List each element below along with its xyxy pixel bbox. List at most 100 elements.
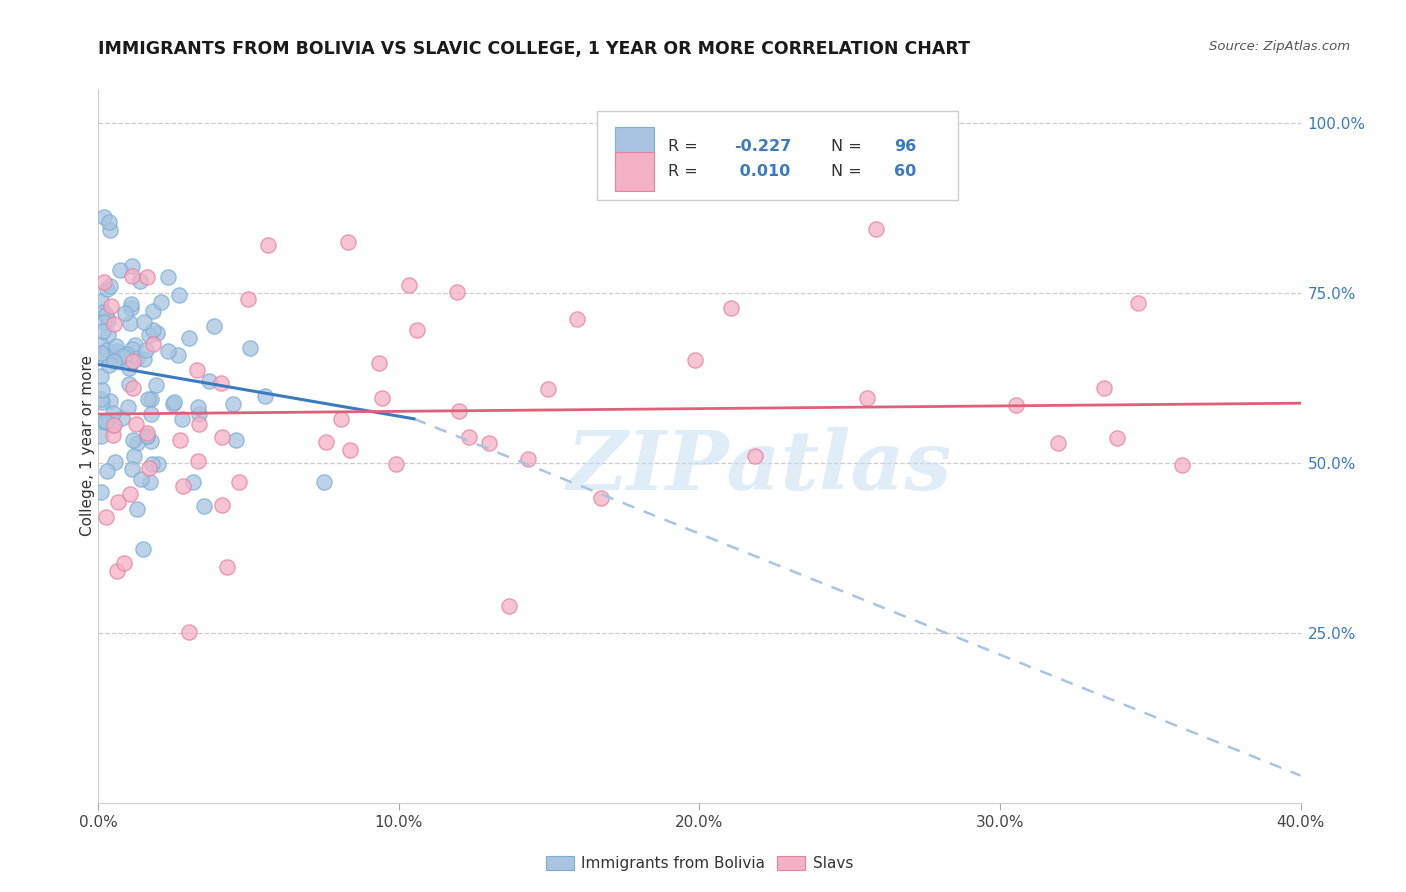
Point: [239, 341, 262, 355]
Point: [186, 363, 208, 377]
Point: [744, 449, 766, 463]
Point: [449, 404, 471, 418]
Point: [398, 278, 420, 293]
Point: [135, 425, 157, 440]
Point: [209, 376, 232, 390]
Point: [1105, 432, 1128, 446]
Point: [188, 417, 211, 431]
Point: [122, 434, 145, 448]
Text: R =: R =: [668, 139, 703, 154]
Point: [146, 326, 169, 340]
Point: [167, 348, 190, 362]
Point: [197, 374, 219, 388]
Point: [720, 301, 742, 315]
Point: [211, 430, 233, 444]
Text: N =: N =: [831, 164, 866, 179]
Point: [108, 263, 131, 277]
Point: [94, 415, 117, 429]
Point: [865, 222, 887, 236]
Point: [115, 347, 138, 361]
Point: [405, 323, 427, 337]
Point: [537, 382, 560, 396]
Point: [125, 417, 148, 432]
Point: [93, 210, 115, 224]
Point: [96, 414, 118, 428]
Text: R =: R =: [668, 164, 703, 179]
Point: [1004, 398, 1026, 412]
Point: [91, 348, 114, 362]
Point: [96, 308, 118, 322]
Point: [98, 394, 121, 409]
Point: [458, 429, 481, 443]
Point: [172, 479, 194, 493]
Point: [1126, 296, 1149, 310]
Point: [125, 502, 148, 516]
Point: [117, 400, 139, 414]
Point: [112, 556, 135, 570]
Point: [498, 599, 520, 614]
Text: 0.010: 0.010: [734, 164, 790, 179]
Point: [121, 461, 143, 475]
FancyBboxPatch shape: [616, 127, 654, 166]
Point: [162, 397, 184, 411]
Point: [142, 323, 165, 337]
Point: [134, 315, 156, 329]
Point: [141, 457, 163, 471]
Point: [187, 400, 209, 414]
Point: [202, 319, 225, 334]
Point: [135, 269, 157, 284]
Point: [98, 222, 121, 236]
Point: [315, 434, 337, 449]
Y-axis label: College, 1 year or more: College, 1 year or more: [80, 356, 94, 536]
Point: [97, 312, 120, 326]
Point: [94, 510, 117, 524]
Point: [122, 381, 145, 395]
Point: [121, 268, 143, 283]
Point: [90, 369, 112, 384]
Point: [148, 457, 170, 471]
Point: [107, 353, 129, 368]
Point: [93, 275, 115, 289]
Point: [188, 407, 211, 421]
Text: Source: ZipAtlas.com: Source: ZipAtlas.com: [1209, 40, 1350, 54]
Point: [169, 288, 191, 302]
Point: [90, 293, 112, 308]
Text: N =: N =: [831, 139, 866, 154]
Point: [478, 436, 501, 450]
Point: [105, 565, 128, 579]
Text: ZIPatlas: ZIPatlas: [567, 427, 952, 508]
Point: [134, 352, 156, 367]
Point: [517, 452, 540, 467]
Point: [96, 463, 118, 477]
Point: [446, 285, 468, 299]
Point: [177, 331, 200, 345]
Point: [371, 391, 394, 405]
Point: [254, 389, 277, 403]
Point: [121, 260, 143, 274]
Point: [156, 269, 179, 284]
Point: [170, 412, 193, 426]
Point: [1171, 458, 1194, 472]
Point: [91, 383, 114, 397]
Point: [111, 411, 134, 425]
Point: [211, 498, 233, 512]
Text: IMMIGRANTS FROM BOLIVIA VS SLAVIC COLLEGE, 1 YEAR OR MORE CORRELATION CHART: IMMIGRANTS FROM BOLIVIA VS SLAVIC COLLEG…: [98, 40, 970, 58]
Point: [103, 428, 125, 442]
Point: [139, 407, 162, 421]
Point: [257, 238, 280, 252]
Point: [368, 356, 391, 370]
Point: [90, 429, 112, 443]
Point: [138, 328, 160, 343]
Point: [339, 442, 361, 457]
Point: [90, 338, 112, 352]
Point: [107, 346, 129, 360]
Point: [100, 299, 122, 313]
Point: [1094, 381, 1116, 395]
Text: 96: 96: [894, 139, 917, 154]
Point: [96, 282, 118, 296]
Point: [683, 352, 706, 367]
Point: [228, 475, 250, 489]
Point: [156, 343, 179, 358]
Point: [117, 361, 139, 376]
Point: [90, 392, 112, 407]
